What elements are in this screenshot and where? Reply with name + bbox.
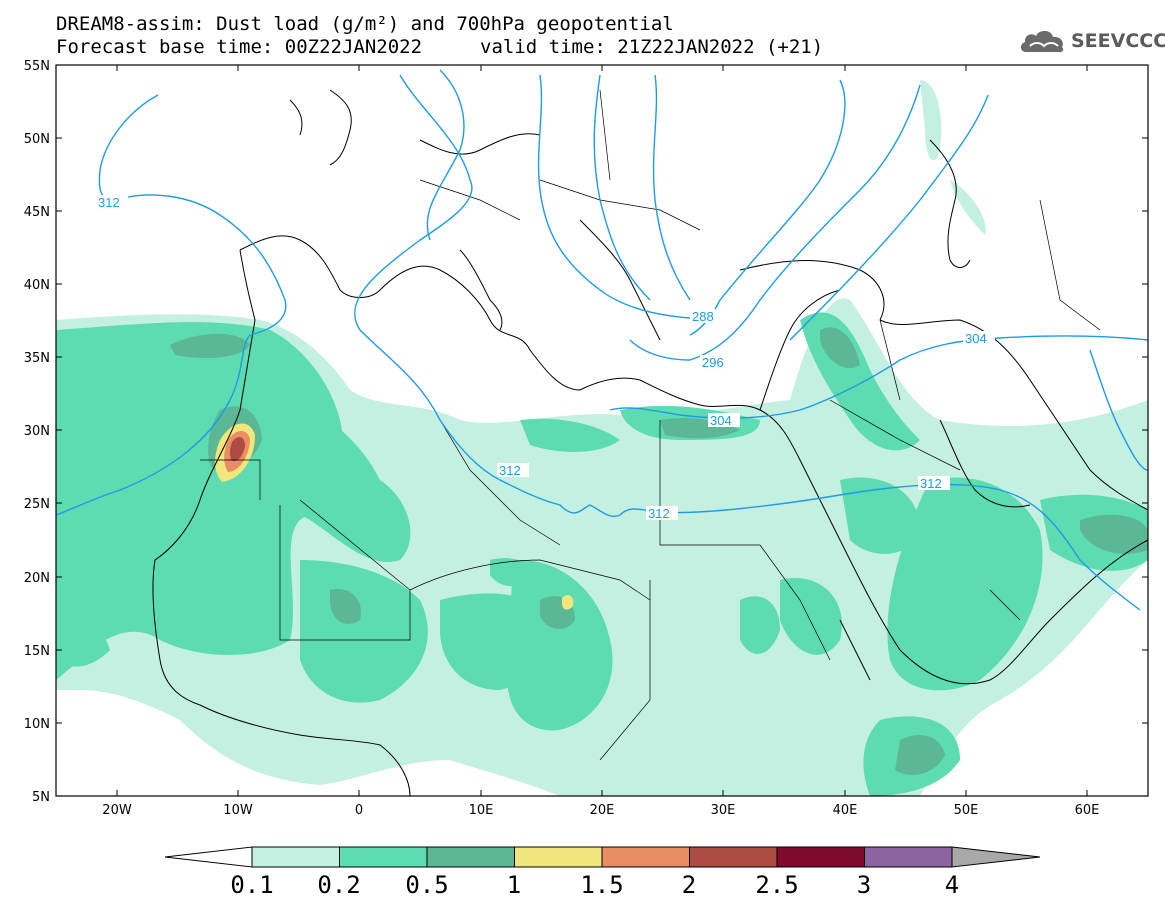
- lon-label: 20W: [102, 803, 132, 818]
- colorbar-label: 1.5: [580, 871, 623, 899]
- lat-labels: 55N 50N 45N 40N 35N 30N 25N 20N 15N 10N …: [24, 59, 50, 805]
- colorbar-swatch: [426, 846, 515, 868]
- colorbar-label: 3: [857, 871, 871, 899]
- contour-label: 304: [965, 331, 987, 346]
- map-title: DREAM8-assim: Dust load (g/m²) and 700hP…: [56, 13, 674, 35]
- colorbar-label: 0.5: [405, 871, 448, 899]
- coastlines: [152, 89, 1149, 797]
- lon-labels: 20W 10W 0 10E 20E 30E 40E 50E 60E: [102, 803, 1099, 818]
- contour-label: 304: [710, 413, 732, 428]
- contour-label: 288: [692, 309, 714, 324]
- forecast-base-time: Forecast base time: 00Z22JAN2022: [56, 36, 423, 58]
- lon-label: 40E: [833, 803, 858, 818]
- colorbar-label: 0.1: [230, 871, 273, 899]
- lon-label: 30E: [711, 803, 736, 818]
- lat-label: 5N: [32, 790, 50, 805]
- lon-label: 10W: [223, 803, 253, 818]
- geopotential-contours: [55, 69, 1149, 611]
- colorbar-swatch: [776, 846, 865, 868]
- colorbar-swatch: [601, 846, 690, 868]
- lat-label: 25N: [24, 497, 50, 512]
- contour-label: 312: [648, 506, 670, 521]
- lat-ticks: [56, 64, 1148, 724]
- colorbar-label: 1: [507, 871, 521, 899]
- lat-label: 30N: [24, 424, 50, 439]
- colorbar-swatch: [689, 846, 778, 868]
- colorbar-labels: 0.1 0.2 0.5 1 1.5 2 2.5 3 4: [230, 871, 959, 899]
- lat-label: 10N: [24, 717, 50, 732]
- colorbar-over-arrow: [951, 846, 1041, 868]
- lat-label: 55N: [24, 59, 50, 74]
- lat-label: 40N: [24, 278, 50, 293]
- logo-text: SEEVCCC: [1071, 30, 1165, 52]
- lat-label: 50N: [24, 132, 50, 147]
- colorbar-label: 2.5: [755, 871, 798, 899]
- lat-label: 15N: [24, 644, 50, 659]
- contour-label: 312: [499, 463, 521, 478]
- valid-time: valid time: 21Z22JAN2022 (+21): [480, 36, 824, 58]
- cloud-logo-icon: [1020, 30, 1064, 53]
- lon-label: 50E: [954, 803, 979, 818]
- lat-label: 45N: [24, 205, 50, 220]
- colorbar-swatch: [514, 846, 603, 868]
- colorbar-under-arrow: [164, 846, 253, 868]
- colorbar-label: 2: [682, 871, 696, 899]
- country-borders: [200, 89, 1101, 761]
- contour-label: 312: [98, 195, 120, 210]
- seevccc-logo: SEEVCCC: [1018, 26, 1165, 56]
- dust-level-06: [229, 437, 245, 462]
- lon-label: 10E: [469, 803, 494, 818]
- contour-label: 312: [920, 476, 942, 491]
- lon-label: 60E: [1075, 803, 1100, 818]
- colorbar-swatch: [339, 846, 428, 868]
- lon-label: 20E: [590, 803, 615, 818]
- lat-label: 20N: [24, 571, 50, 586]
- contour-label: 296: [702, 355, 724, 370]
- lon-label: 0: [355, 803, 363, 818]
- colorbar-swatch: [251, 846, 340, 868]
- contour-label-backgrounds: [96, 195, 995, 520]
- colorbar-label: 4: [945, 871, 959, 899]
- colorbar: [164, 846, 1041, 868]
- colorbar-swatch: [864, 846, 953, 868]
- lat-label: 35N: [24, 351, 50, 366]
- colorbar-label: 0.2: [317, 871, 360, 899]
- lon-ticks: [116, 65, 1088, 796]
- contour-labels: 312 288 296 304 304 312 312 312: [98, 195, 987, 521]
